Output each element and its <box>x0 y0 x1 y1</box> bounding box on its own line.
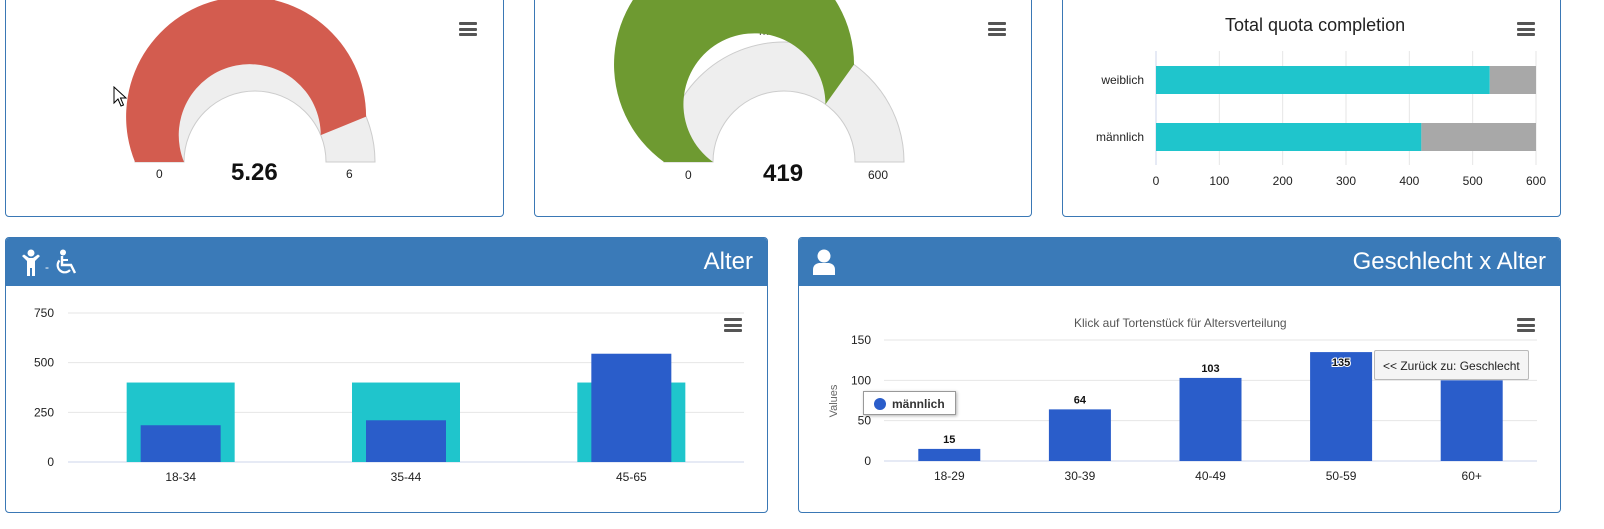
gauge-2-value-arc <box>614 0 855 162</box>
x-tick-label: 200 <box>1273 174 1293 188</box>
gauge-2-min-label: 0 <box>685 168 692 182</box>
x-tick-label: 50-59 <box>1326 469 1357 483</box>
x-tick-label: 600 <box>1526 174 1546 188</box>
bar-completed <box>1156 123 1422 151</box>
y-tick-label: 500 <box>34 356 54 370</box>
user-icon <box>813 249 835 275</box>
gauge-2-max-label: 600 <box>868 168 889 182</box>
x-tick-label: 0 <box>1153 174 1160 188</box>
gauge-1 <box>126 0 376 163</box>
bar-completed <box>1156 66 1490 94</box>
bar <box>918 448 981 461</box>
legend-marker <box>874 398 886 410</box>
y-tick-label: 100 <box>851 373 871 387</box>
gxa-subtitle: Klick auf Tortenstück für Altersverteilu… <box>1074 316 1287 330</box>
child-icon <box>22 249 40 276</box>
chart-menu-icon[interactable] <box>1517 22 1535 36</box>
y-tick-label: 0 <box>864 454 871 468</box>
x-tick-label: 18-34 <box>165 470 196 484</box>
gxa-title: Geschlecht x Alter <box>1352 248 1546 275</box>
data-label: 135 <box>1332 357 1350 369</box>
bar-actual <box>591 353 672 462</box>
gauge-1-min-label: 0 <box>156 167 163 181</box>
gauge-2 <box>614 0 905 163</box>
y-tick-label: 0 <box>47 455 54 469</box>
x-tick-label: 40-49 <box>1195 469 1226 483</box>
data-label: 15 <box>943 434 955 446</box>
data-label: 64 <box>1074 394 1087 406</box>
bar <box>1048 409 1111 461</box>
data-label: 103 <box>1201 363 1219 375</box>
wheelchair-icon <box>56 249 77 274</box>
x-tick-label: 35-44 <box>391 470 422 484</box>
bar <box>1179 377 1242 461</box>
y-tick-label: 150 <box>851 333 871 347</box>
x-tick-label: 100 <box>1209 174 1229 188</box>
x-tick-label: 30-39 <box>1065 469 1096 483</box>
gxa-chart: 150 100 50 0 Values 18-29 15 30-39 64 40-49 103 50-… <box>828 333 1537 483</box>
bar-remaining <box>1421 123 1536 151</box>
alter-header: - Alter <box>6 238 767 286</box>
back-to-geschlecht-button[interactable]: << Zurück zu: Geschlecht <box>1374 350 1529 380</box>
x-tick-label: 60+ <box>1462 469 1482 483</box>
chart-menu-icon[interactable] <box>1517 318 1535 332</box>
alter-chart: 750 500 250 0 18-34 35-44 45-65 <box>34 306 744 484</box>
y-tick-label: 750 <box>34 306 54 320</box>
y-category-label: männlich <box>1096 130 1144 144</box>
gauge-2-value: 419 <box>763 160 804 187</box>
gauge-panel-2: männlich 0 419 600 <box>534 0 1032 217</box>
chart-menu-icon[interactable] <box>459 22 477 36</box>
gauge-panel-1: 0 5.26 6 <box>5 0 504 217</box>
gxa-header: Geschlecht x Alter <box>799 238 1560 286</box>
y-tick-label: 50 <box>858 414 872 428</box>
quota-panel: Total quota completion 0 100 200 300 400 500 6… <box>1062 0 1561 217</box>
x-tick-label: 500 <box>1463 174 1483 188</box>
x-tick-label: 18-29 <box>934 469 965 483</box>
bar-actual <box>366 420 446 462</box>
icon-separator: - <box>45 260 49 274</box>
x-tick-label: 300 <box>1336 174 1356 188</box>
chart-menu-icon[interactable] <box>724 318 742 332</box>
x-tick-label: 45-65 <box>616 470 647 484</box>
gauge-2-background <box>663 41 905 163</box>
chart-menu-icon[interactable] <box>988 22 1006 36</box>
y-tick-label: 250 <box>34 405 54 419</box>
gauge-1-value: 5.26 <box>231 159 278 186</box>
y-axis-title: Values <box>828 384 840 417</box>
bar <box>1440 380 1503 461</box>
x-tick-label: 400 <box>1399 174 1419 188</box>
alter-panel: - Alter 750 500 250 0 18-34 35-44 45-65 <box>5 237 768 513</box>
legend-item-maennlich[interactable]: männlich <box>863 391 956 415</box>
bar <box>1310 352 1373 461</box>
gauge-1-max-label: 6 <box>346 167 353 181</box>
alter-title: Alter <box>703 248 753 275</box>
quota-chart: 0 100 200 300 400 500 600 weiblich männlich <box>1096 51 1546 188</box>
quota-chart-title: Total quota completion <box>1225 15 1406 35</box>
y-category-label: weiblich <box>1100 73 1144 87</box>
bar-actual <box>140 425 221 462</box>
gxa-panel: Geschlecht x Alter Klick auf Tortenstück… <box>798 237 1561 513</box>
legend-label: männlich <box>892 397 945 411</box>
bar-remaining <box>1489 66 1536 94</box>
gauge-1-value-arc <box>126 0 367 162</box>
mouse-cursor-icon <box>113 86 127 107</box>
